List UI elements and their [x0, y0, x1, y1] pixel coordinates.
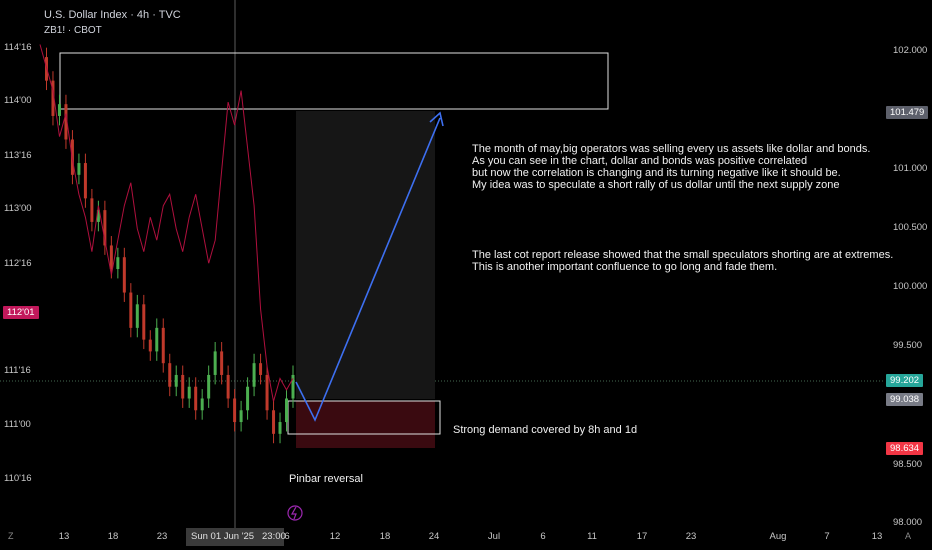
candle-body	[285, 398, 289, 423]
annotation-para1: The month of may,big operators was selli…	[472, 143, 870, 191]
candle-body	[213, 351, 217, 375]
candle-body	[194, 386, 198, 411]
candle-body	[109, 245, 113, 269]
candle-body	[116, 257, 120, 269]
timezone-icon[interactable]: Z	[8, 531, 14, 541]
candle-body	[155, 327, 159, 352]
candle-body	[200, 398, 204, 411]
left-axis-tick: 111'16	[4, 365, 31, 376]
x-axis-tick: 13	[871, 531, 883, 542]
candle-body	[220, 351, 224, 375]
right-axis-tick: 102.000	[893, 45, 928, 56]
candle-body	[57, 104, 61, 116]
candle-body	[122, 257, 126, 293]
x-axis-tick: 23	[685, 531, 697, 542]
left-axis-price-badge: 112'01	[3, 306, 39, 319]
left-axis-tick: 110'16	[4, 473, 32, 484]
annotation-line: This is another important confluence to …	[472, 261, 778, 273]
candle-body	[278, 422, 282, 434]
candle-body	[77, 163, 81, 175]
candle-body	[265, 374, 269, 411]
annotation-line: As you can see in the chart, dollar and …	[472, 155, 808, 167]
candle-body	[174, 374, 178, 387]
x-axis-tick: 23	[156, 531, 168, 542]
chart-title: U.S. Dollar Index · 4h · TVC	[44, 9, 181, 21]
annotation-line: but now the correlation is changing and …	[472, 167, 841, 179]
x-axis-tick: 6	[540, 531, 546, 542]
annotation-line: The last cot report release showed that …	[472, 249, 894, 261]
right-axis-tick: 98.500	[893, 459, 923, 470]
candle-body	[252, 363, 256, 387]
candle-body	[259, 363, 263, 375]
candle-body	[233, 398, 237, 423]
candle-body	[291, 374, 295, 399]
x-axis-tick: Aug	[769, 531, 787, 542]
annotation-pinbar: Pinbar reversal	[289, 473, 363, 485]
right-axis-badge-last-price: 99.202	[886, 374, 924, 387]
chart-subtitle: ZB1! · CBOT	[44, 25, 102, 36]
candle-body	[161, 327, 165, 364]
candle-body	[96, 210, 100, 222]
x-axis-tick: 6	[284, 531, 290, 542]
candle-body	[135, 304, 139, 328]
candle-body	[187, 386, 191, 399]
x-axis-tick: 7	[824, 531, 830, 542]
candle-body	[239, 410, 243, 423]
x-axis-tick: 24	[428, 531, 440, 542]
candle-body	[51, 80, 55, 116]
candle-body	[246, 386, 250, 411]
x-axis-tick: 17	[636, 531, 648, 542]
candle-body	[129, 292, 133, 328]
x-axis-tick: 11	[587, 531, 597, 542]
right-axis-tick: 99.500	[893, 340, 923, 351]
zb-overlay-line	[39, 44, 294, 402]
right-axis-tick: 98.000	[893, 517, 923, 528]
candle-body	[148, 339, 152, 352]
annotation-demand: Strong demand covered by 8h and 1d	[453, 424, 638, 436]
candle-body	[226, 374, 230, 399]
candle-body	[64, 104, 68, 140]
candle-body	[103, 210, 107, 246]
left-axis-tick: 111'00	[4, 419, 31, 430]
annotation-line: The month of may,big operators was selli…	[472, 143, 871, 155]
crosshair-time-label-bg	[186, 528, 284, 546]
annotation-line: My idea was to speculate a short rally o…	[472, 179, 840, 191]
right-axis-tick: 100.500	[893, 222, 928, 233]
x-axis-tick: 18	[379, 531, 391, 542]
x-axis-tick: 12	[329, 531, 341, 542]
right-axis-tick: 100.000	[893, 281, 928, 292]
right-axis-tick: 101.000	[893, 163, 928, 174]
x-axis-tick: 13	[58, 531, 70, 542]
right-axis-badge-demand-top: 99.038	[886, 393, 924, 406]
candle-body	[142, 304, 146, 340]
candle-body	[168, 363, 172, 387]
candle-body	[83, 163, 87, 199]
crosshair-time-label: Sun 01 Jun '25 23:00	[191, 531, 286, 542]
right-axis-badge-supply: 101.479	[886, 106, 929, 119]
left-axis-tick: 112'16	[4, 258, 32, 269]
left-axis-tick: 114'00	[4, 95, 32, 106]
candle-body	[272, 410, 276, 434]
candle-body	[90, 198, 94, 222]
trade-projection-shade	[296, 111, 435, 399]
annotation-para2: The last cot report release showed that …	[472, 249, 893, 273]
supply-zone-box	[59, 52, 609, 110]
left-axis-tick: 114'16	[4, 42, 32, 53]
right-axis-badge-demand-bottom: 98.634	[886, 442, 924, 455]
left-axis-tick: 113'16	[4, 150, 32, 161]
candle-body	[181, 374, 185, 399]
demand-zone-fill	[296, 401, 435, 448]
auto-scale-button[interactable]: A	[905, 531, 912, 541]
x-axis-tick: 18	[107, 531, 119, 542]
event-icon[interactable]	[287, 505, 303, 521]
x-axis-tick: Jul	[487, 531, 501, 542]
candle-body	[207, 374, 211, 399]
left-axis-tick: 113'00	[4, 203, 32, 214]
projection-arrow-head	[429, 111, 444, 127]
projection-arrow	[295, 117, 441, 422]
